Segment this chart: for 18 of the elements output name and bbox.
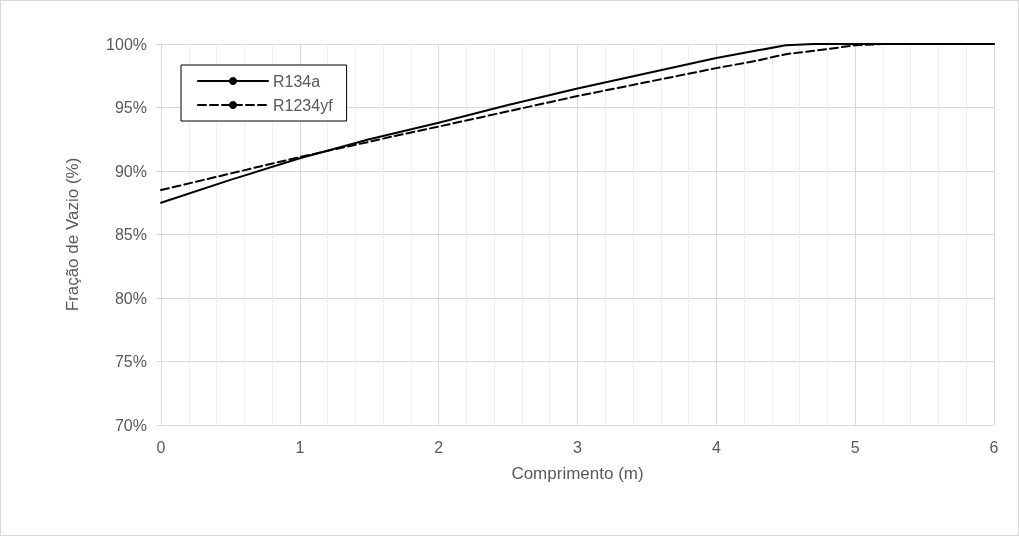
legend-label: R1234yf bbox=[273, 96, 334, 114]
x-tick-label: 0 bbox=[156, 438, 166, 456]
x-tick-label: 6 bbox=[989, 438, 999, 456]
y-tick-label: 90% bbox=[114, 162, 147, 180]
x-tick-label: 3 bbox=[573, 438, 583, 456]
x-tick-label: 2 bbox=[434, 438, 444, 456]
y-tick-label: 85% bbox=[114, 226, 147, 243]
x-tick-label: 5 bbox=[850, 438, 860, 456]
x-tick-label: 1 bbox=[295, 438, 305, 456]
y-tick-label: 75% bbox=[114, 353, 147, 370]
x-axis-title: Comprimento (m) bbox=[511, 464, 644, 483]
y-tick-label: 80% bbox=[114, 289, 147, 307]
y-tick-label: 100% bbox=[106, 35, 147, 53]
x-tick-label: 4 bbox=[711, 438, 721, 456]
y-tick-label: 95% bbox=[114, 99, 147, 116]
y-axis-title: Fração de Vazio (%) bbox=[63, 157, 82, 312]
legend-label: R134a bbox=[273, 72, 321, 90]
y-tick-label: 70% bbox=[114, 416, 147, 434]
